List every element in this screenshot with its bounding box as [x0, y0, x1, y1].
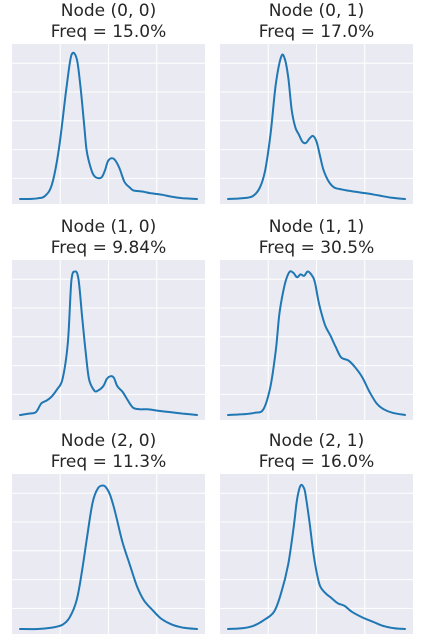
subplot-title-line: Freq = 11.3% — [51, 452, 166, 472]
subplot-title-line: Node (2, 1) — [269, 431, 364, 451]
density-curve — [227, 270, 406, 416]
subplot-title-line: Freq = 17.0% — [259, 22, 374, 42]
density-curve — [227, 53, 406, 200]
subplot-title: Node (0, 1) Freq = 17.0% — [259, 1, 374, 42]
density-curve — [19, 484, 198, 631]
subplot-title: Node (0, 0) Freq = 15.0% — [51, 1, 166, 42]
subplot-title-line: Freq = 16.0% — [259, 452, 374, 472]
subplot-title-line: Freq = 15.0% — [51, 22, 166, 42]
subplot-title-line: Node (0, 1) — [269, 1, 364, 21]
subplot-title: Node (1, 0) Freq = 9.84% — [51, 217, 166, 258]
subplot-title-line: Freq = 30.5% — [259, 238, 374, 258]
density-curve — [19, 270, 198, 416]
subplot-title-line: Node (0, 0) — [61, 1, 156, 21]
subplot-title-line: Node (1, 0) — [61, 217, 156, 237]
subplot-3: Node (1, 1) Freq = 30.5% — [220, 217, 413, 420]
subplot-2: Node (1, 0) Freq = 9.84% — [12, 217, 205, 420]
density-curve — [19, 51, 198, 201]
subplot-title-line: Node (2, 0) — [61, 431, 156, 451]
subplot-4: Node (2, 0) Freq = 11.3% — [12, 431, 205, 634]
subplot-0: Node (0, 0) Freq = 15.0% — [12, 1, 205, 204]
subplot-title-line: Freq = 9.84% — [51, 238, 166, 258]
subplot-title: Node (1, 1) Freq = 30.5% — [259, 217, 374, 258]
subplot-1: Node (0, 1) Freq = 17.0% — [220, 1, 413, 204]
density-curve — [227, 483, 406, 630]
subplot-title: Node (2, 0) Freq = 11.3% — [51, 431, 166, 472]
subplot-title-line: Node (1, 1) — [269, 217, 364, 237]
subplot-title: Node (2, 1) Freq = 16.0% — [259, 431, 374, 472]
subplot-5: Node (2, 1) Freq = 16.0% — [220, 431, 413, 634]
